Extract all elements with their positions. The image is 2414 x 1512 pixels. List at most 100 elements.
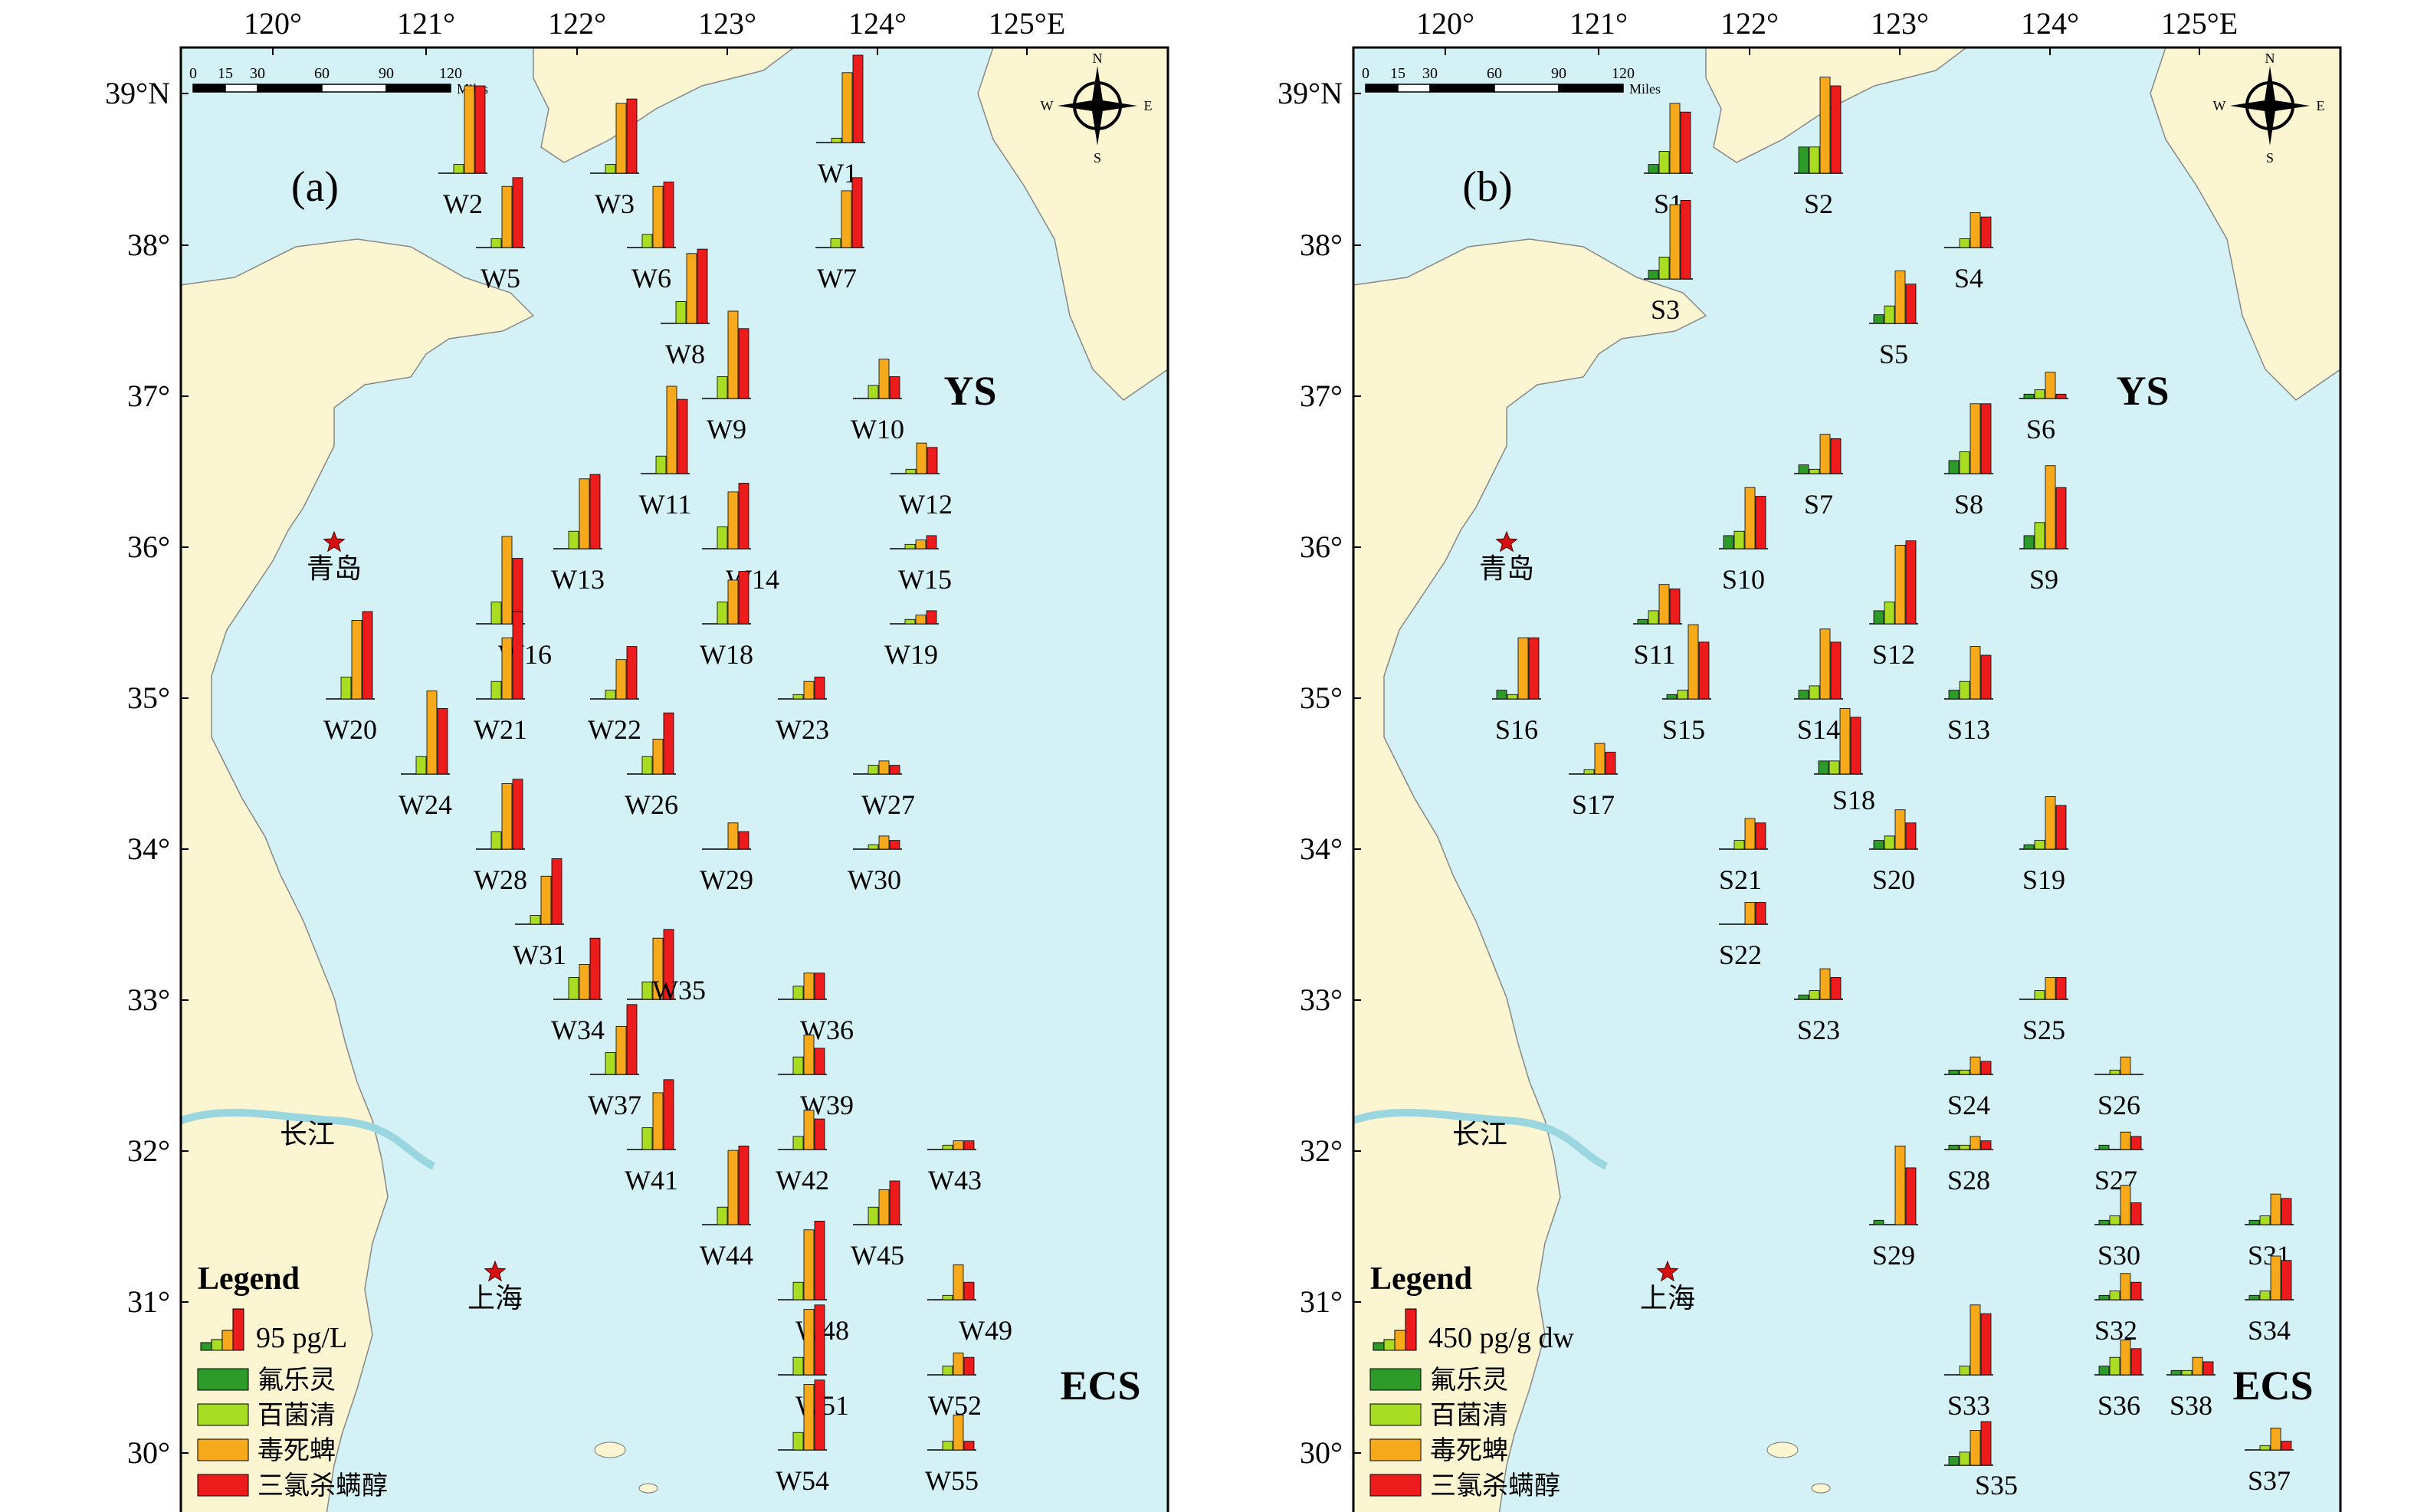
station-bar (641, 1127, 653, 1150)
longitude-label: 122° (548, 6, 606, 41)
station-S34: S34 (2245, 1255, 2294, 1346)
station-bar (589, 937, 601, 1000)
station-W18: W18 (700, 571, 753, 670)
station-W21: W21 (474, 611, 527, 745)
latitude-label: 30° (127, 1435, 170, 1470)
latitude-label: 36° (1300, 530, 1343, 564)
station-S4: S4 (1944, 212, 1993, 294)
station-W7: W7 (815, 177, 864, 294)
station-S28: S28 (1944, 1136, 1993, 1195)
station-S38: S38 (2166, 1356, 2216, 1421)
river-label: 长江 (1452, 1119, 1507, 1150)
station-bar (1669, 589, 1681, 625)
station-bar (2034, 990, 2045, 1000)
station-label: W49 (959, 1315, 1012, 1346)
station-bar (904, 618, 916, 625)
station-bar (792, 986, 804, 1000)
station-bar (1873, 314, 1884, 324)
station-bar (953, 1140, 964, 1150)
station-bar (1658, 584, 1670, 625)
compass-w: W (1041, 98, 1054, 113)
city-star (323, 530, 346, 553)
city-star (1656, 1260, 1679, 1282)
station-label: W12 (899, 489, 953, 520)
compass-n: N (2265, 51, 2275, 66)
station-bar (1970, 1056, 1981, 1075)
station-bar (926, 610, 937, 625)
legend-item: 氟乐灵 (1430, 1365, 1508, 1396)
station-bar (1744, 487, 1756, 549)
longitude-label: 121° (397, 6, 455, 41)
station-W42: W42 (776, 1110, 829, 1195)
station-S16: S16 (1492, 637, 1541, 745)
station-bar (2098, 1144, 2110, 1150)
station-W23: W23 (776, 677, 829, 745)
station-label: S20 (1872, 864, 1915, 895)
station-W55: W55 (925, 1415, 979, 1496)
station-W11: W11 (639, 385, 692, 520)
station-W26: W26 (625, 712, 678, 820)
station-bar (727, 579, 739, 625)
station-W27: W27 (853, 760, 915, 820)
station-W43: W43 (927, 1140, 982, 1195)
station-label: S34 (2248, 1315, 2291, 1346)
station-S1: S1 (1644, 103, 1693, 219)
legend-scale: 95 pg/L (256, 1322, 347, 1354)
station-label: W18 (700, 639, 753, 670)
station-bar (1884, 602, 1895, 625)
station-label: W11 (639, 489, 692, 520)
station-bar (626, 98, 638, 174)
station-bar (803, 1035, 815, 1075)
station-bar (1959, 1144, 1970, 1150)
station-bar (1818, 760, 1829, 775)
station-bar (963, 1441, 975, 1451)
station-bar (1755, 822, 1766, 850)
legend-sample-bar (221, 1330, 234, 1351)
station-S17: S17 (1569, 743, 1618, 820)
station-bar (1755, 496, 1766, 549)
station-bar (738, 328, 749, 399)
station-bar (2055, 393, 2067, 399)
station-bar (1507, 694, 1518, 700)
station-bar (1496, 690, 1507, 700)
station-bar (1744, 818, 1756, 850)
station-label: W15 (898, 564, 952, 595)
map-frame (179, 46, 1169, 1512)
station-bar (2045, 372, 2056, 399)
station-label: W26 (625, 789, 678, 820)
station-bar (803, 1229, 815, 1300)
station-W6: W6 (627, 182, 676, 294)
station-bar (579, 478, 590, 549)
station-label: S30 (2097, 1240, 2140, 1271)
city-star (1495, 530, 1518, 553)
legend-item: 毒死蜱 (1430, 1435, 1508, 1466)
station-label: W41 (625, 1165, 678, 1195)
station-bar (1959, 1451, 1970, 1466)
station-bar (792, 1281, 804, 1300)
station-W30: W30 (848, 835, 902, 895)
scale-bar-unit: Miles (1629, 81, 1661, 97)
station-W49: W49 (927, 1264, 1012, 1346)
station-S15: S15 (1662, 624, 1711, 745)
station-label: S16 (1495, 714, 1538, 745)
station-bar (1970, 1430, 1981, 1466)
sea-label-ys: YS (943, 368, 996, 414)
latitude-label: 37° (127, 379, 170, 413)
scale-bar-tick: 30 (1422, 65, 1438, 82)
legend-swatch (1369, 1368, 1422, 1391)
station-bar (868, 844, 879, 850)
scale-bar-tick: 120 (1612, 65, 1635, 82)
station-bar (2130, 1202, 2142, 1225)
station-S37: S37 (2245, 1428, 2294, 1496)
station-bar (953, 1415, 964, 1451)
station-bar (626, 1004, 638, 1075)
station-label: W5 (481, 263, 520, 294)
station-bar (1905, 284, 1917, 324)
river-label: 长江 (280, 1119, 335, 1150)
station-bar (2109, 1291, 2120, 1300)
station-S30: S30 (2094, 1185, 2143, 1271)
station-label: W28 (474, 864, 527, 895)
scale-bar-tick: 0 (189, 65, 197, 82)
station-bar (2202, 1361, 2214, 1376)
station-bar (1798, 690, 1809, 700)
